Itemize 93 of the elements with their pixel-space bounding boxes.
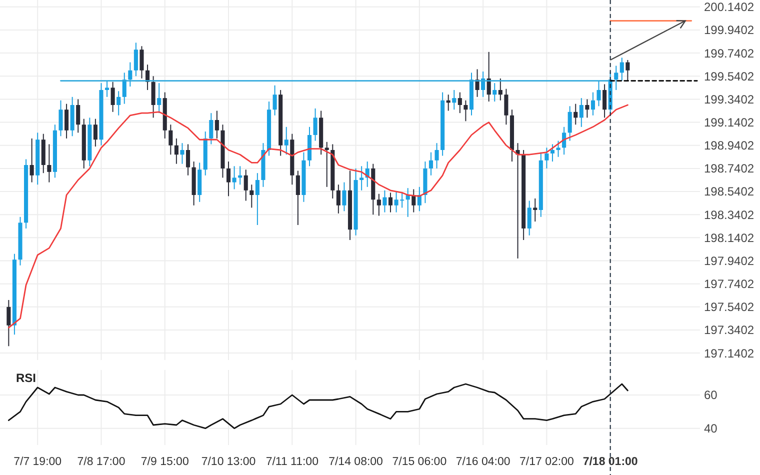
y-tick-label: 200.1402 (704, 0, 754, 14)
candlestick (533, 198, 538, 222)
candlestick (579, 98, 584, 128)
candlestick (116, 90, 121, 116)
candlestick (180, 142, 184, 164)
candlestick (157, 82, 162, 114)
candlestick (544, 147, 549, 169)
candlestick (458, 92, 462, 114)
x-tick-label: 7/10 13:00 (201, 456, 256, 468)
y-tick-label: 199.5402 (704, 69, 754, 84)
candlestick (550, 144, 555, 162)
y-tick-label: 199.3402 (704, 92, 754, 106)
candlestick (168, 124, 173, 156)
y-tick-label: 198.1402 (704, 230, 754, 245)
candlestick (93, 118, 98, 148)
y-tick-label: 198.5402 (704, 184, 754, 199)
candlestick (58, 100, 63, 137)
candlestick (336, 184, 340, 214)
y-tick-label: 198.3402 (704, 208, 754, 222)
y-tick-label: 197.7402 (704, 277, 754, 292)
candlestick (105, 80, 110, 98)
candlestick (498, 78, 502, 101)
y-tick-label: 60 (704, 388, 718, 402)
y-tick-label: 199.1402 (704, 115, 754, 130)
candlestick (30, 138, 34, 183)
line-series (8, 104, 628, 328)
candlestick (122, 72, 126, 104)
y-tick-label: 197.9402 (704, 254, 754, 268)
y-tick-label: 199.7402 (704, 46, 754, 60)
candlestick (64, 103, 69, 139)
candlestick (110, 81, 115, 112)
candlestick (255, 172, 260, 226)
candlestick (174, 138, 178, 164)
candlestick (296, 170, 300, 226)
candlestick (6, 300, 11, 347)
candlestick (602, 84, 607, 118)
y-tick-label: 40 (704, 422, 718, 436)
candlestick (492, 82, 497, 102)
y-tick-label: 197.3402 (704, 323, 754, 338)
candlestick (452, 90, 456, 110)
candlestick (324, 141, 329, 188)
candlestick (464, 100, 468, 122)
candlestick (568, 106, 572, 142)
candlestick (388, 192, 393, 213)
candlestick (209, 112, 214, 145)
candlestick (585, 98, 590, 118)
candlestick (151, 76, 156, 118)
x-tick-label: 7/18 01:00 (582, 456, 638, 468)
candlestick (504, 88, 508, 126)
candlestick (272, 84, 277, 116)
y-tick-label: 197.1402 (704, 346, 754, 360)
candlestick (382, 190, 387, 213)
candlestick (614, 65, 618, 90)
candlestick (556, 140, 560, 158)
candlestick (590, 92, 595, 116)
candlestick (475, 68, 480, 98)
y-tick-label: 197.5402 (704, 300, 754, 314)
candlestick (232, 166, 236, 190)
candlestick (226, 161, 231, 197)
candlestick (128, 62, 132, 88)
candlestick (620, 57, 624, 82)
chart-title: RSI (16, 371, 36, 385)
candlestick (360, 166, 364, 191)
x-tick-label: 7/14 08:00 (328, 456, 383, 468)
x-tick-label: 7/15 06:00 (392, 456, 447, 468)
x-tick-label: 7/11 11:00 (266, 456, 318, 468)
line-series (8, 383, 628, 430)
candlestick (140, 46, 144, 79)
candlestick (626, 60, 630, 82)
candlestick (250, 184, 254, 208)
candlestick (47, 144, 52, 183)
candlestick (284, 126, 288, 156)
x-tick-label: 7/17 02:00 (520, 456, 574, 468)
x-tick-label: 7/9 15:00 (140, 456, 189, 468)
y-tick-label: 198.9402 (704, 138, 754, 153)
x-tick-label: 7/8 17:00 (77, 456, 126, 468)
candlestick (596, 80, 601, 107)
candlestick (186, 144, 190, 176)
x-tick-label: 7/16 04:00 (456, 456, 510, 468)
y-tick-label: 199.9402 (704, 23, 754, 38)
candlestick (434, 142, 439, 169)
x-tick-label: 7/7 19:00 (14, 456, 62, 468)
candlestick (574, 103, 578, 126)
candlestick (342, 182, 346, 212)
candlestick (527, 200, 532, 236)
candlestick (134, 42, 138, 77)
candlestick (244, 169, 248, 202)
candlestick (76, 98, 80, 134)
candlestick (313, 108, 318, 142)
candlestick (376, 193, 381, 216)
candlestick (428, 152, 434, 176)
y-tick-label: 198.7402 (704, 162, 754, 176)
candlestick (214, 110, 219, 139)
